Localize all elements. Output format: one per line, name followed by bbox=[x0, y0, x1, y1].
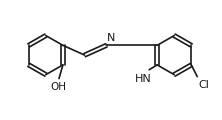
Text: Cl: Cl bbox=[198, 80, 209, 90]
Text: HN: HN bbox=[135, 74, 152, 84]
Text: OH: OH bbox=[50, 82, 66, 93]
Text: N: N bbox=[107, 33, 116, 43]
